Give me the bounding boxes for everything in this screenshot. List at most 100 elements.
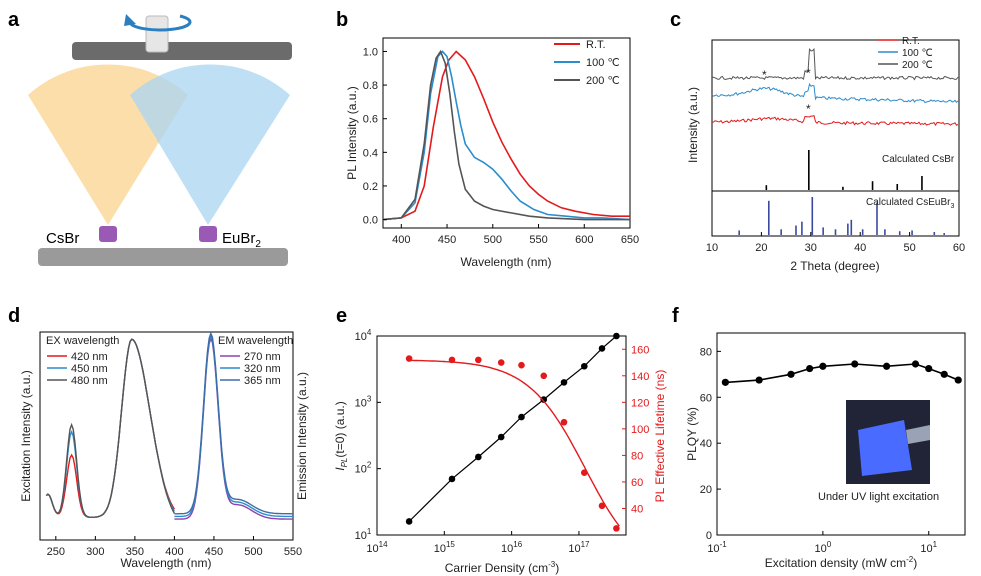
legend-label-c-1: 100 ℃ bbox=[902, 48, 933, 59]
lifetime-point-0 bbox=[405, 355, 413, 362]
x-tick-label-c-3: 40 bbox=[854, 242, 866, 254]
ipl-point-9 bbox=[613, 332, 620, 340]
y-axis-label-c: Intensity (a.u.) bbox=[686, 87, 700, 163]
x-tick-label-f-0: 10-1 bbox=[707, 540, 727, 555]
lifetime-point-7 bbox=[580, 469, 588, 476]
eubr2-vapor-cone bbox=[130, 64, 290, 225]
x-axis-label-c: 2 Theta (degree) bbox=[790, 259, 879, 273]
panel-a: a CsBr EuBr2 bbox=[8, 9, 292, 266]
series-line-b-2 bbox=[382, 49, 630, 221]
y-tick-label-right-e-2: 80 bbox=[631, 450, 643, 462]
y-axis-label-f: PLQY (%) bbox=[685, 407, 699, 461]
legend-b: R.T. 100 ℃ 200 ℃ bbox=[554, 39, 620, 87]
ipl-point-7 bbox=[580, 362, 588, 370]
y-tick-label-left-e-3: 104 bbox=[355, 328, 372, 343]
legend-title-em: EM wavelength bbox=[218, 335, 293, 347]
y-tick-label-right-e-3: 100 bbox=[631, 424, 649, 436]
substrate-top bbox=[72, 42, 292, 60]
plqy-point-0 bbox=[721, 378, 729, 386]
y-axis-label-b: PL Intensity (a.u.) bbox=[345, 86, 359, 180]
series-line-c-0 bbox=[711, 114, 959, 126]
x-tick-label-d-3: 400 bbox=[165, 546, 183, 558]
annotation-star-1: * bbox=[762, 68, 767, 82]
x-tick-label-c-0: 10 bbox=[706, 242, 718, 254]
ticks-f: 10-1 100 101 0 20 40 60 80 bbox=[700, 346, 938, 555]
y-axis-label-right-e: PL Effective Lifetime (ns) bbox=[653, 370, 667, 503]
x-tick-label-d-4: 450 bbox=[205, 546, 223, 558]
panel-label-b: b bbox=[336, 9, 348, 31]
lifetime-point-3 bbox=[497, 359, 505, 366]
series-group-d bbox=[45, 331, 293, 520]
x-tick-label-b-4: 600 bbox=[575, 234, 593, 246]
legend-label-ex-2: 480 nm bbox=[71, 375, 108, 387]
plqy-point-8 bbox=[925, 364, 933, 373]
series-group-c bbox=[711, 47, 959, 235]
panel-e: e 1014 1015 1016 10171011021031044060801001… bbox=[333, 305, 667, 575]
ref-label-cseubr3: Calculated CsEuBr3 bbox=[866, 197, 954, 210]
plqy-point-7 bbox=[911, 360, 920, 368]
x-tick-label-c-5: 60 bbox=[953, 242, 965, 254]
x-tick-label-f-2: 101 bbox=[920, 540, 937, 555]
plqy-point-6 bbox=[883, 362, 891, 370]
x-axis-label-f: Excitation density (mW cm-2) bbox=[765, 555, 918, 570]
y-tick-label-f-1: 20 bbox=[700, 484, 712, 496]
ticks-d: 250 300 350 400 450 500 550 bbox=[47, 536, 302, 558]
rotation-arrowhead-icon bbox=[124, 14, 136, 26]
y-tick-label-right-e-4: 120 bbox=[631, 397, 649, 409]
lifetime-point-2 bbox=[475, 356, 482, 364]
panel-label-c: c bbox=[670, 9, 681, 31]
series-line-b-1 bbox=[382, 50, 631, 221]
x-tick-label-b-3: 550 bbox=[529, 234, 547, 246]
series-line-c-1 bbox=[711, 82, 959, 104]
plqy-point-4 bbox=[819, 362, 827, 370]
inset-caption: Under UV light excitation bbox=[818, 491, 939, 503]
inset-glowing-film bbox=[858, 420, 912, 476]
legend-label-b-2: 200 ℃ bbox=[586, 75, 620, 87]
y-tick-label-f-4: 80 bbox=[700, 346, 712, 358]
plot-frame-c bbox=[711, 39, 960, 237]
legend-label-ex-0: 420 nm bbox=[71, 351, 108, 363]
excitation-line-0 bbox=[45, 338, 175, 518]
x-tick-label-d-0: 250 bbox=[47, 546, 65, 558]
lifetime-point-1 bbox=[448, 356, 456, 364]
legend-label-em-0: 270 nm bbox=[244, 351, 281, 363]
y-tick-label-left-e-1: 102 bbox=[355, 461, 372, 476]
y-tick-label-b-4: 0.8 bbox=[363, 80, 378, 92]
y-tick-label-f-2: 40 bbox=[700, 438, 712, 450]
y-tick-label-b-5: 1.0 bbox=[363, 46, 378, 58]
ipl-point-1 bbox=[448, 475, 456, 483]
plot-frame-e bbox=[376, 335, 627, 536]
lifetime-point-5 bbox=[540, 372, 548, 380]
series-line-c-2 bbox=[711, 47, 959, 81]
x-tick-label-c-4: 50 bbox=[903, 242, 915, 254]
x-tick-label-b-5: 650 bbox=[621, 234, 639, 246]
plqy-point-10 bbox=[954, 376, 962, 384]
y-axis-label-right-d: Emission Intensity (a.u.) bbox=[295, 372, 309, 500]
x-tick-label-d-5: 500 bbox=[244, 546, 262, 558]
ipl-point-2 bbox=[475, 453, 482, 461]
y-tick-label-right-e-5: 140 bbox=[631, 371, 649, 383]
plqy-point-9 bbox=[940, 370, 948, 378]
x-tick-label-b-0: 400 bbox=[392, 234, 410, 246]
plot-frame-b bbox=[382, 37, 631, 229]
panel-c: c 10 20 30 40 50 60 2 Theta (degree) Intensit… bbox=[670, 9, 965, 273]
plqy-point-3 bbox=[806, 364, 814, 373]
y-tick-label-b-3: 0.6 bbox=[363, 114, 378, 126]
panel-f: f 10-1 100 101 0 20 40 60 80 Excitation density… bbox=[672, 305, 966, 570]
plot-frame-d bbox=[39, 331, 294, 541]
y-tick-label-f-3: 60 bbox=[700, 392, 712, 404]
ref-label-csbr: Calculated CsBr bbox=[882, 154, 955, 165]
plqy-point-2 bbox=[787, 370, 795, 378]
lifetime-point-4 bbox=[518, 361, 525, 369]
y-tick-label-f-0: 0 bbox=[706, 530, 712, 542]
y-axis-label-left-d: Excitation Intensity (a.u.) bbox=[19, 370, 33, 501]
bottom-stage bbox=[38, 248, 288, 266]
x-tick-label-c-2: 30 bbox=[805, 242, 817, 254]
source-label-eubr2: EuBr2 bbox=[222, 230, 261, 250]
panel-label-d: d bbox=[8, 305, 20, 327]
x-axis-label-b: Wavelength (nm) bbox=[461, 255, 552, 269]
csbr-crucible bbox=[99, 226, 117, 242]
ipl-point-5 bbox=[540, 396, 548, 403]
